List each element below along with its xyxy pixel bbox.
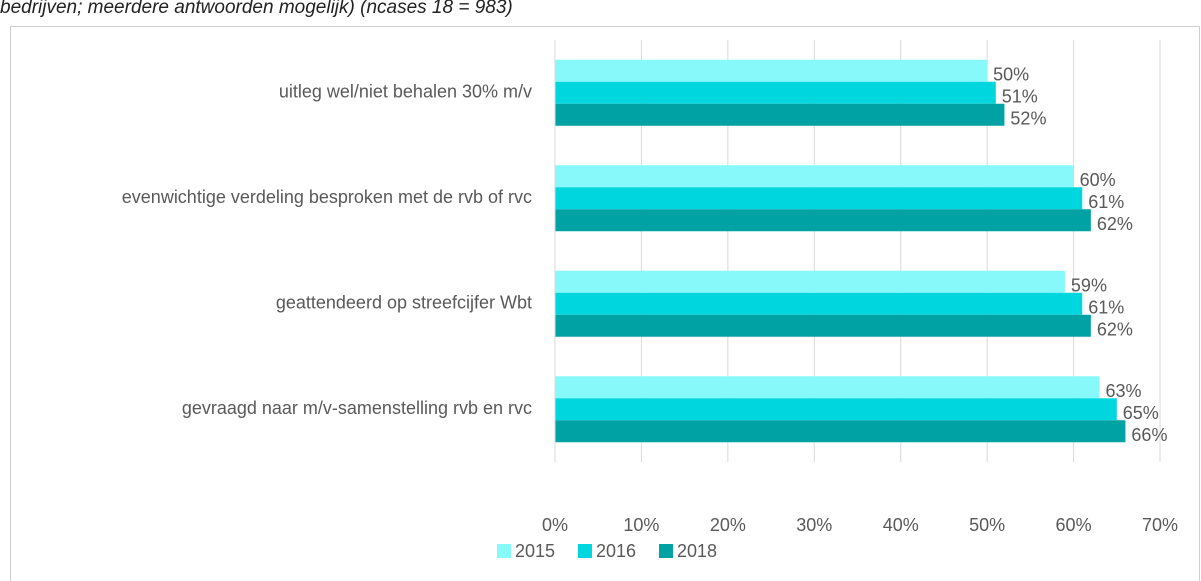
legend-swatch xyxy=(578,544,592,558)
bar xyxy=(555,59,988,82)
bar xyxy=(555,376,1100,399)
data-label: 50% xyxy=(993,65,1029,85)
data-label: 61% xyxy=(1088,192,1124,212)
data-label: 65% xyxy=(1123,403,1159,423)
legend-swatch xyxy=(497,544,511,558)
y-tick-label: uitleg wel/niet behalen 30% m/v xyxy=(279,82,532,102)
bar xyxy=(555,314,1091,337)
y-tick-label: gevraagd naar m/v-samenstelling rvb en r… xyxy=(182,398,532,418)
bar xyxy=(555,209,1091,232)
bar xyxy=(555,270,1065,293)
bar xyxy=(555,165,1074,188)
legend-label: 2018 xyxy=(677,541,717,561)
bar xyxy=(555,398,1117,421)
chart-title: bedrijven; meerdere antwoorden mogelijk)… xyxy=(0,0,513,18)
data-label: 60% xyxy=(1080,170,1116,190)
data-label: 51% xyxy=(1002,87,1038,107)
x-tick-label: 40% xyxy=(883,515,919,535)
legend-label: 2015 xyxy=(515,541,555,561)
data-label: 62% xyxy=(1097,320,1133,340)
x-tick-label: 60% xyxy=(1056,515,1092,535)
y-tick-label: evenwichtige verdeling besproken met de … xyxy=(122,187,532,207)
legend-label: 2016 xyxy=(596,541,636,561)
bar xyxy=(555,187,1083,210)
x-tick-label: 30% xyxy=(796,515,832,535)
data-label: 66% xyxy=(1131,425,1167,445)
x-tick-label: 70% xyxy=(1142,515,1178,535)
data-label: 52% xyxy=(1010,109,1046,129)
x-tick-label: 20% xyxy=(710,515,746,535)
bar xyxy=(555,103,1005,126)
x-tick-label: 10% xyxy=(623,515,659,535)
data-label: 59% xyxy=(1071,276,1107,296)
data-label: 61% xyxy=(1088,298,1124,318)
x-tick-label: 50% xyxy=(969,515,1005,535)
y-tick-label: geattendeerd op streefcijfer Wbt xyxy=(276,293,532,313)
bar xyxy=(555,292,1083,315)
data-label: 62% xyxy=(1097,214,1133,234)
legend-swatch xyxy=(659,544,673,558)
bar xyxy=(555,420,1126,443)
x-tick-label: 0% xyxy=(542,515,568,535)
data-label: 63% xyxy=(1106,381,1142,401)
bar xyxy=(555,81,996,104)
